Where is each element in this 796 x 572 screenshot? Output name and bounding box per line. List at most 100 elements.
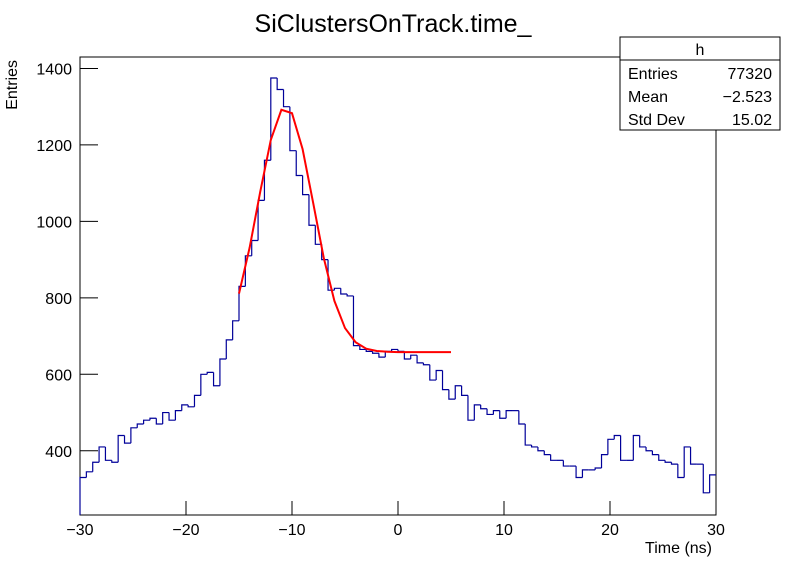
x-tick-label: −30 [66, 522, 93, 539]
histogram-bin [645, 446, 653, 452]
histogram-bin [123, 435, 131, 444]
histogram-bin [689, 446, 697, 465]
histogram-bin [454, 385, 462, 400]
histogram-bin [403, 351, 411, 360]
histogram-bin [289, 106, 297, 152]
histogram-bin [200, 373, 208, 396]
stats-title: h [696, 42, 705, 59]
y-tick-label: 400 [45, 444, 72, 461]
histogram-bin [371, 351, 379, 354]
histogram-bin [441, 370, 449, 391]
histogram-bin [162, 411, 170, 425]
histogram-bin [651, 450, 659, 456]
histogram-bin [104, 446, 112, 461]
histogram-bin [435, 369, 443, 381]
histogram-bin [98, 446, 106, 463]
x-tick-label: 30 [707, 522, 725, 539]
histogram-bin [492, 410, 500, 415]
x-axis-label: Time (ns) [645, 540, 712, 557]
histogram-bin [448, 389, 456, 400]
stats-label: Entries [628, 66, 678, 83]
x-tick-label: −10 [278, 522, 305, 539]
histogram-bin [308, 194, 316, 226]
histogram-bin [537, 446, 545, 452]
fit-curve [238, 108, 451, 354]
histogram-bin [575, 466, 583, 479]
histogram-bin [600, 453, 608, 468]
histogram-bin [581, 469, 589, 478]
histogram-bin [149, 417, 157, 421]
histogram-bin [257, 199, 265, 241]
histogram-bin [193, 394, 201, 407]
histogram-bin [352, 295, 360, 347]
histogram-bin [232, 320, 239, 340]
histogram-bin [670, 462, 678, 465]
histogram-bin [181, 404, 189, 411]
histogram-bin [473, 404, 481, 421]
histogram-bin [130, 427, 138, 444]
histogram-bin [251, 239, 259, 256]
histogram-bin [530, 445, 538, 448]
histogram-bin [187, 404, 195, 408]
y-tick-label: 1000 [36, 214, 72, 231]
histogram-bin [410, 354, 418, 360]
x-tick-label: 20 [601, 522, 619, 539]
histogram-bin [302, 175, 309, 196]
histogram-bin [244, 255, 252, 287]
histogram-bin [79, 476, 87, 515]
stats-label: Std Dev [628, 112, 685, 129]
histogram-bin [270, 77, 278, 161]
histogram-bin [486, 408, 494, 416]
histogram-bin [225, 339, 233, 360]
histogram-bin [92, 461, 100, 472]
histogram-bin [467, 395, 475, 421]
histogram-bin [499, 410, 507, 419]
histogram-bin [391, 348, 398, 352]
histogram-bin [295, 150, 303, 177]
histogram-bin [480, 404, 488, 410]
histogram-bin [702, 464, 710, 494]
histogram-bin [429, 364, 437, 381]
histogram-bin [206, 371, 214, 375]
histogram-bin [639, 435, 647, 448]
histogram-bin [524, 424, 532, 446]
stats-value: 77320 [728, 66, 773, 83]
histogram-bin [340, 288, 348, 295]
histogram-bin [397, 349, 405, 352]
x-tick-label: 10 [495, 522, 513, 539]
histogram-bin [238, 285, 246, 321]
histogram-bin [314, 225, 322, 245]
histogram-bin [607, 438, 615, 455]
stats-frame [619, 36, 781, 131]
histogram-bin [136, 423, 144, 428]
histogram-bin [111, 460, 119, 463]
y-tick-label: 1200 [36, 138, 72, 155]
histogram-bin [346, 294, 354, 297]
histogram-bin [658, 454, 666, 461]
histogram-bin [365, 349, 373, 352]
histogram-bin [143, 419, 150, 425]
histogram-bin [263, 159, 271, 201]
histogram-bin [276, 78, 284, 91]
histogram-bin [562, 460, 570, 467]
x-tick-label: −20 [172, 522, 199, 539]
histogram-bin [174, 410, 182, 421]
histogram-bin [632, 434, 640, 461]
histogram-bin [416, 355, 424, 364]
y-tick-label: 800 [45, 291, 72, 308]
histogram-bin [613, 434, 621, 440]
histogram-bin [333, 287, 341, 291]
stats-label: Mean [628, 89, 668, 106]
histogram-bin [378, 353, 386, 358]
histogram-bin [155, 418, 163, 425]
histogram-bin [117, 434, 125, 463]
histogram-bin [677, 464, 685, 479]
histogram-bin [550, 454, 557, 461]
histogram-bin [505, 410, 513, 419]
histogram-bin [85, 471, 93, 478]
histogram-bin [664, 460, 672, 463]
histogram-bin [620, 435, 627, 461]
histogram-bin [282, 89, 290, 108]
stats-value: −2.523 [723, 89, 772, 106]
